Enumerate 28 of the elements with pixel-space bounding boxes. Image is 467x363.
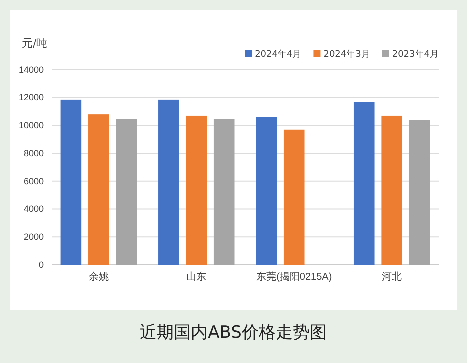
y-tick-label: 10000 (18, 120, 44, 131)
y-tick-label: 0 (38, 260, 44, 270)
bar (382, 116, 402, 265)
bar (214, 119, 235, 265)
bar (354, 102, 375, 265)
y-tick-label: 8000 (24, 148, 44, 158)
y-tick-label: 12000 (18, 92, 44, 103)
bar (158, 100, 180, 265)
legend-label: 2023年4月 (392, 49, 439, 60)
bar (284, 130, 305, 265)
bar (60, 100, 82, 265)
x-tick-label: 余姚 (88, 271, 109, 284)
y-tick-label: 2000 (24, 232, 44, 242)
y-tick-label: 4000 (24, 204, 44, 214)
text: 近期国内ABS价格走势图 (140, 323, 327, 343)
x-tick-label: 河北 (382, 271, 402, 284)
y-tick-label: 14000 (18, 64, 44, 75)
bar (256, 117, 278, 265)
bar (409, 120, 430, 265)
legend-label: 2024年4月 (255, 49, 302, 60)
bar (186, 116, 208, 265)
legend-label: 2024年3月 (324, 49, 370, 60)
y-tick-label: 6000 (24, 176, 44, 186)
bar (88, 114, 110, 265)
x-tick-label: 山东 (186, 271, 207, 284)
y-axis-title: 元/吨 (22, 37, 48, 50)
bar (116, 119, 138, 265)
x-tick-label: 东莞(揭阳0215A) (256, 271, 332, 284)
